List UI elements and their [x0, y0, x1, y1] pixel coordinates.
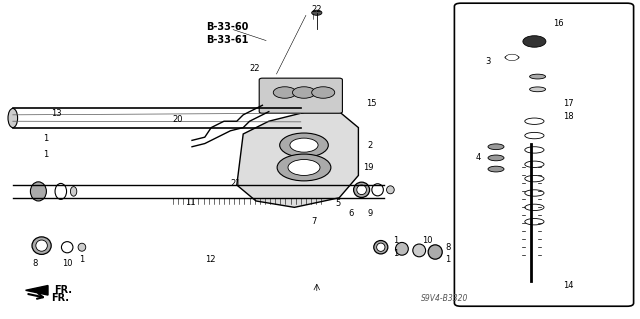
Ellipse shape	[36, 240, 47, 251]
Text: 1: 1	[44, 150, 49, 159]
Circle shape	[506, 54, 518, 61]
Ellipse shape	[387, 186, 394, 194]
FancyBboxPatch shape	[259, 78, 342, 113]
Text: B-33-60: B-33-60	[206, 22, 248, 32]
Ellipse shape	[530, 74, 545, 79]
Text: B-33-61: B-33-61	[206, 35, 248, 45]
Text: 11: 11	[186, 198, 196, 207]
Ellipse shape	[357, 185, 367, 195]
Ellipse shape	[70, 187, 77, 196]
Text: FR.: FR.	[51, 293, 69, 303]
Text: 4: 4	[476, 153, 481, 162]
Ellipse shape	[353, 182, 370, 197]
Ellipse shape	[413, 244, 426, 257]
Text: 20: 20	[173, 115, 183, 124]
Text: 3: 3	[485, 57, 490, 66]
Ellipse shape	[31, 182, 46, 201]
Circle shape	[290, 138, 318, 152]
Text: 6: 6	[348, 209, 353, 218]
Text: 21: 21	[230, 179, 241, 188]
Text: 5: 5	[335, 199, 340, 208]
Text: 22: 22	[250, 64, 260, 73]
Text: 1: 1	[79, 256, 84, 264]
Circle shape	[523, 36, 546, 47]
Circle shape	[292, 87, 316, 98]
Text: 10: 10	[422, 236, 433, 245]
Text: 7: 7	[311, 217, 316, 226]
Text: 1: 1	[393, 236, 398, 245]
Ellipse shape	[488, 155, 504, 161]
Text: 8: 8	[445, 243, 451, 252]
Circle shape	[277, 154, 331, 181]
Ellipse shape	[428, 245, 442, 259]
Text: 16: 16	[553, 19, 563, 28]
Circle shape	[273, 87, 296, 98]
Text: 19: 19	[363, 163, 373, 172]
Text: 2: 2	[367, 141, 372, 150]
Circle shape	[312, 87, 335, 98]
Ellipse shape	[488, 166, 504, 172]
Text: S9V4-B3320: S9V4-B3320	[421, 294, 468, 303]
Ellipse shape	[488, 144, 504, 150]
Ellipse shape	[396, 242, 408, 255]
Polygon shape	[26, 286, 48, 295]
Ellipse shape	[8, 108, 18, 128]
Ellipse shape	[32, 237, 51, 255]
Text: 8: 8	[33, 259, 38, 268]
Text: 15: 15	[366, 99, 376, 108]
Text: FR.: FR.	[54, 285, 72, 295]
Polygon shape	[237, 112, 358, 207]
Text: 14: 14	[563, 281, 573, 290]
Text: 1: 1	[393, 249, 398, 258]
Text: 10: 10	[62, 259, 72, 268]
Text: 17: 17	[563, 99, 573, 108]
Ellipse shape	[530, 87, 545, 92]
Text: 1: 1	[445, 256, 451, 264]
Circle shape	[288, 160, 320, 175]
Ellipse shape	[376, 243, 385, 251]
Circle shape	[312, 10, 322, 15]
Text: 18: 18	[563, 112, 573, 121]
Text: 13: 13	[51, 109, 61, 118]
Text: 1: 1	[44, 134, 49, 143]
Text: 9: 9	[367, 209, 372, 218]
Text: 22: 22	[312, 5, 322, 14]
Ellipse shape	[78, 243, 86, 251]
Circle shape	[280, 133, 328, 157]
Text: 12: 12	[205, 256, 215, 264]
Ellipse shape	[374, 241, 388, 254]
